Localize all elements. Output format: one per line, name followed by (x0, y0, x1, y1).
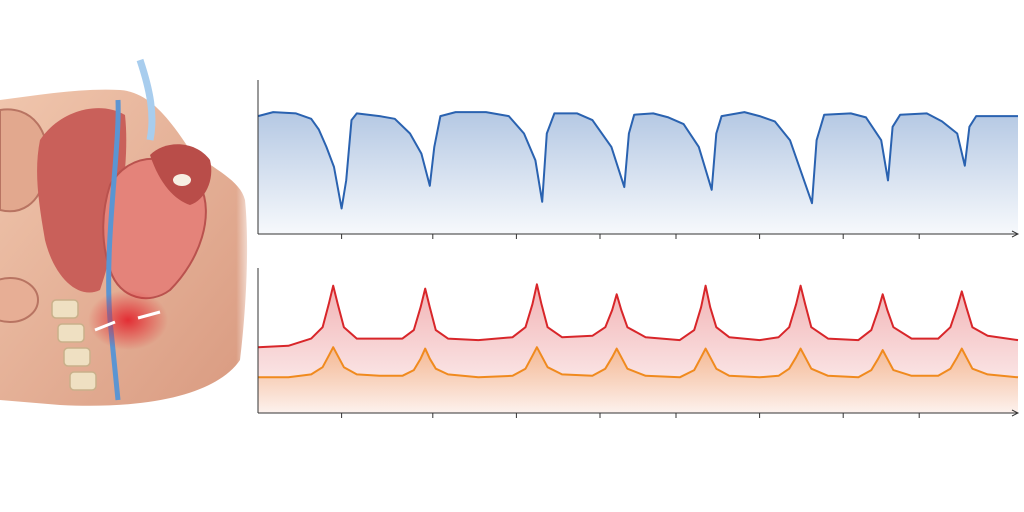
x-axis-arrow (1011, 230, 1020, 238)
area-fill (258, 347, 1018, 413)
series-line (257, 283, 1019, 349)
series-line (258, 346, 1019, 379)
anatomy-illustration (0, 58, 255, 420)
x-axis-arrow (1011, 409, 1020, 417)
area-fill (258, 112, 1018, 234)
series-line (257, 111, 1018, 210)
